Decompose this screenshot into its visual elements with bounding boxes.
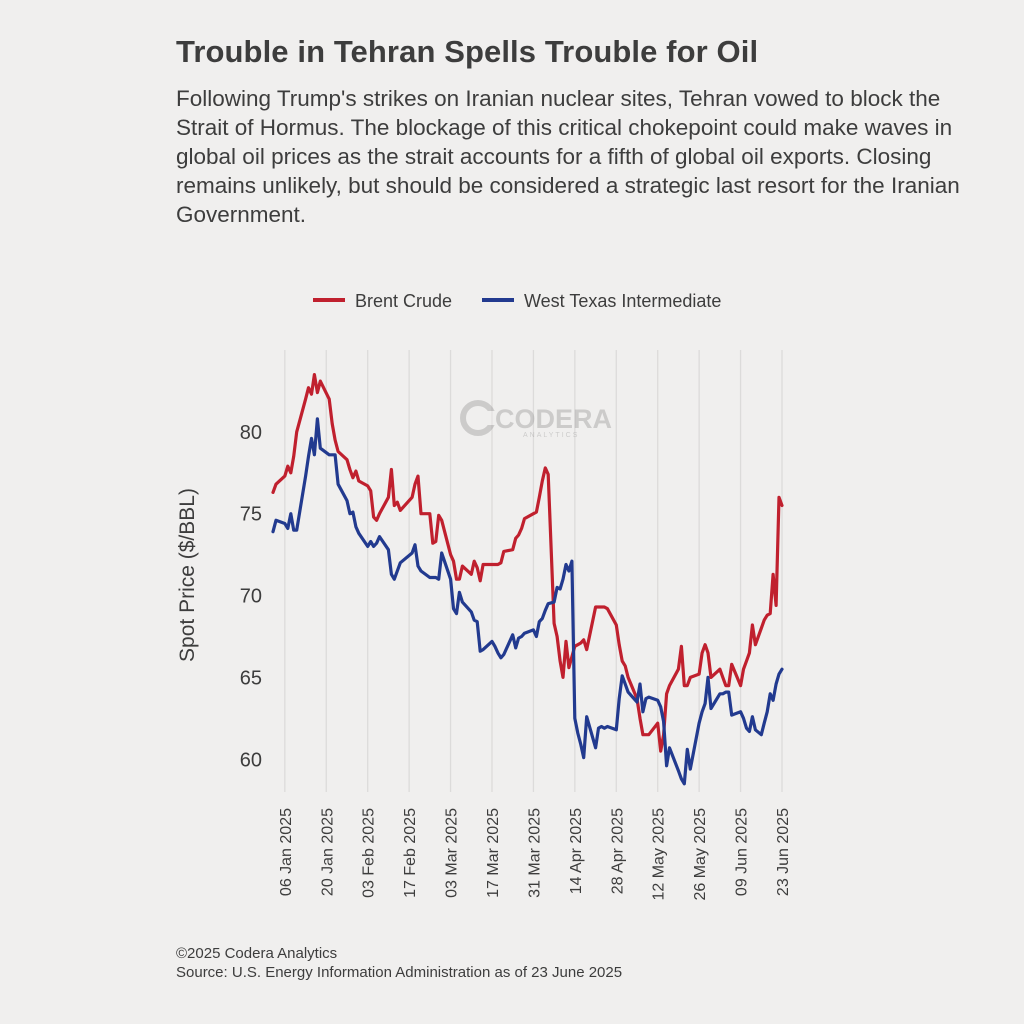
brent-crude-line	[271, 373, 784, 753]
watermark-name: CODERA	[495, 404, 612, 434]
x-tick-label: 26 May 2025	[692, 808, 709, 901]
watermark-tagline: ANALYTICS	[523, 432, 579, 439]
copyright-text: ©2025 Codera Analytics	[176, 945, 338, 962]
x-tick-label: 23 Jun 2025	[775, 808, 792, 896]
x-tick-label: 03 Feb 2025	[361, 808, 378, 898]
legend-wti-label: West Texas Intermediate	[524, 291, 721, 311]
legend: Brent Crude West Texas Intermediate	[313, 291, 721, 311]
chart-title: Trouble in Tehran Spells Trouble for Oil	[176, 34, 759, 69]
x-tick-label: 14 Apr 2025	[568, 808, 585, 894]
x-tick-label: 31 Mar 2025	[526, 808, 543, 898]
x-tick-label: 03 Mar 2025	[444, 808, 461, 898]
y-tick-label: 65	[240, 667, 262, 689]
x-tick-label: 17 Feb 2025	[402, 808, 419, 898]
y-tick-label: 60	[240, 749, 262, 771]
x-tick-label: 12 May 2025	[651, 808, 668, 901]
x-tick-label: 20 Jan 2025	[319, 808, 336, 896]
codera-watermark-logo: CODERA ANALYTICS	[460, 400, 612, 439]
x-tick-label: 28 Apr 2025	[609, 808, 626, 894]
x-tick-label: 17 Mar 2025	[485, 808, 502, 898]
series-lines	[271, 373, 784, 786]
footer: ©2025 Codera Analytics Source: U.S. Ener…	[176, 944, 622, 982]
y-tick-label: 80	[240, 422, 262, 444]
line-chart: CODERA ANALYTICS 60 65 70 75 80 06 Jan 2025 2…	[176, 291, 792, 901]
x-tick-label: 09 Jun 2025	[734, 808, 751, 896]
legend-brent-label: Brent Crude	[355, 291, 452, 311]
y-axis: 60 65 70 75 80	[240, 422, 262, 771]
y-tick-label: 70	[240, 586, 262, 608]
y-tick-label: 75	[240, 504, 262, 526]
watermark-c-mark-icon	[460, 400, 496, 436]
wti-line	[271, 417, 784, 786]
source-note: Source: U.S. Energy Information Administ…	[176, 964, 623, 981]
x-tick-label: 06 Jan 2025	[278, 808, 295, 896]
chart-subtitle: Following Trump's strikes on Iranian nuc…	[176, 86, 960, 227]
y-axis-label: Spot Price ($/BBL)	[176, 488, 199, 662]
watermark-c-gap	[483, 411, 497, 425]
x-axis: 06 Jan 2025 20 Jan 2025 03 Feb 2025 17 Feb …	[278, 808, 792, 901]
